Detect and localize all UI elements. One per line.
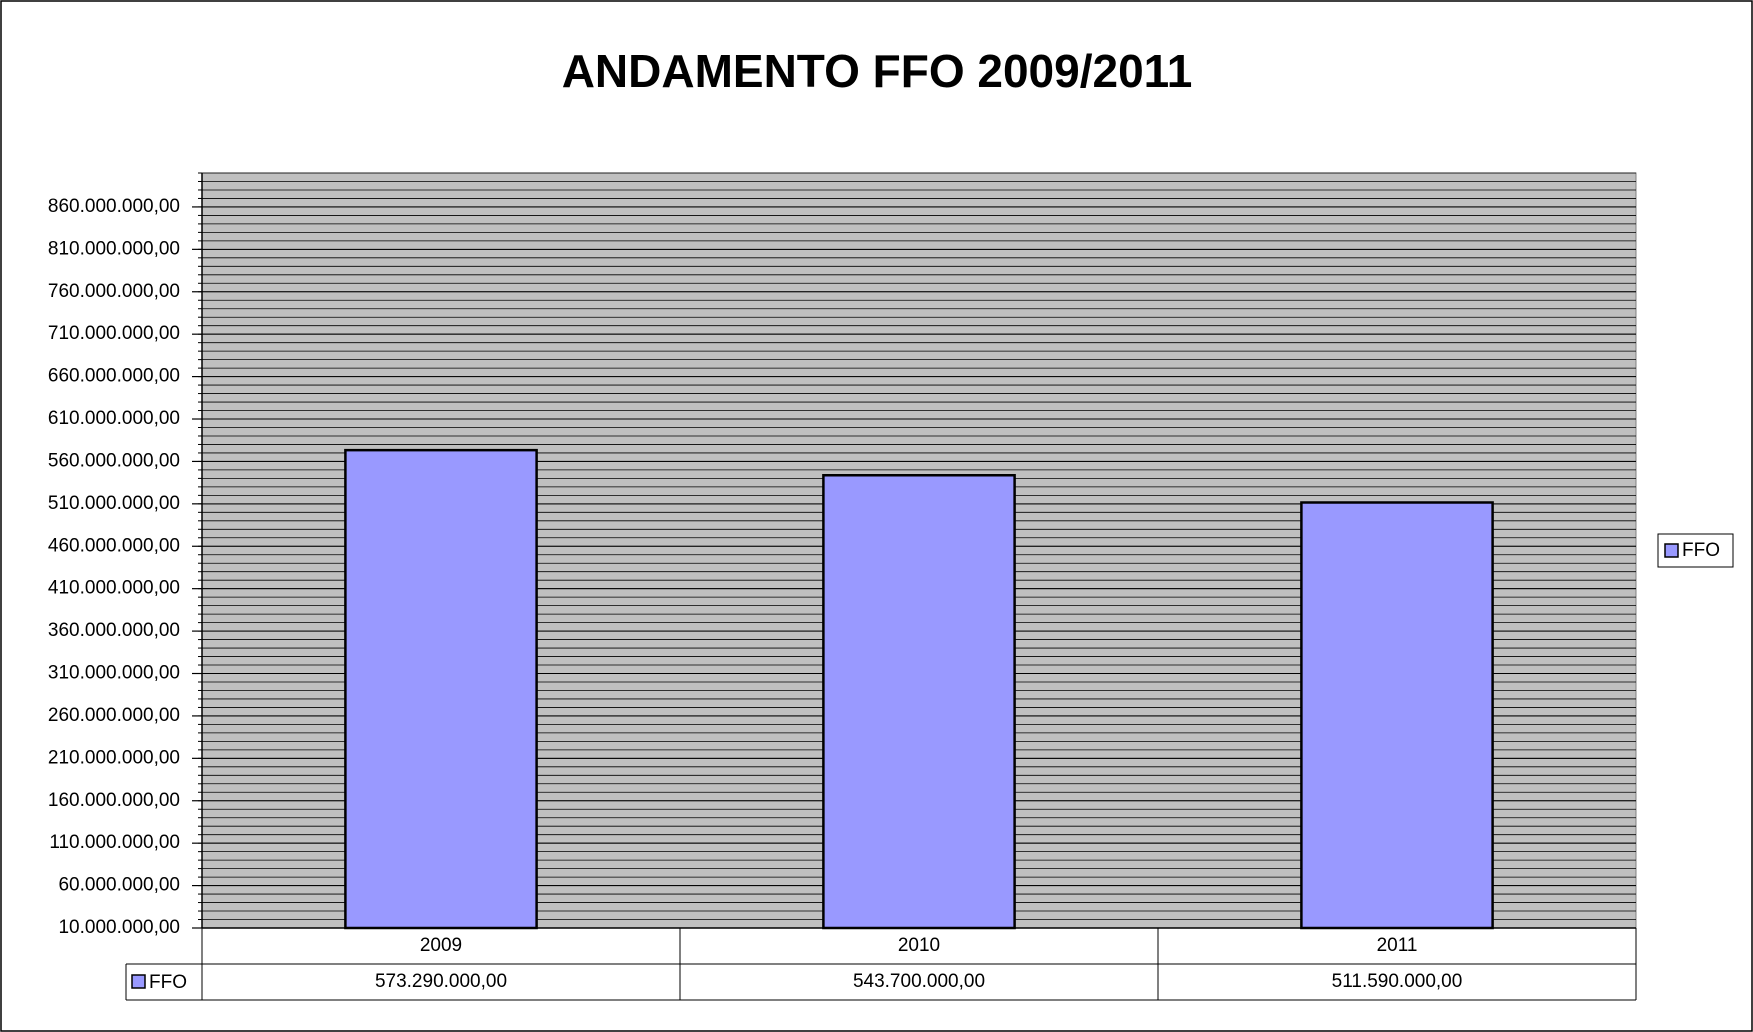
y-tick-label: 60.000.000,00 — [58, 875, 180, 896]
y-tick-label: 10.000.000,00 — [58, 917, 180, 938]
y-tick-label: 360.000.000,00 — [48, 620, 180, 641]
y-tick-label: 560.000.000,00 — [48, 450, 180, 471]
x-tick-label: 2011 — [1377, 935, 1418, 956]
table-legend-key — [131, 974, 146, 989]
x-tick-label: 2010 — [898, 935, 940, 956]
table-value: 543.700.000,00 — [853, 971, 985, 992]
y-tick-label: 460.000.000,00 — [48, 535, 180, 556]
y-tick-label: 860.000.000,00 — [48, 196, 180, 217]
table-series-name: FFO — [149, 972, 187, 993]
y-tick-label: 260.000.000,00 — [48, 705, 180, 726]
y-tick-label: 160.000.000,00 — [48, 790, 180, 811]
y-tick-label: 660.000.000,00 — [48, 366, 180, 387]
legend-label: FFO — [1682, 540, 1720, 561]
y-tick-label: 510.000.000,00 — [48, 493, 180, 514]
legend-key — [1664, 543, 1679, 558]
bar — [1300, 501, 1494, 930]
y-tick-label: 210.000.000,00 — [48, 747, 180, 768]
y-tick-label: 310.000.000,00 — [48, 663, 180, 684]
y-tick-label: 610.000.000,00 — [48, 408, 180, 429]
x-tick-label: 2009 — [420, 935, 462, 956]
y-tick-label: 410.000.000,00 — [48, 578, 180, 599]
table-value: 573.290.000,00 — [375, 971, 507, 992]
bar — [822, 474, 1016, 930]
y-tick-label: 710.000.000,00 — [48, 323, 180, 344]
table-value: 511.590.000,00 — [1332, 971, 1463, 992]
chart-title: ANDAMENTO FFO 2009/2011 — [562, 45, 1193, 97]
y-tick-label: 760.000.000,00 — [48, 281, 180, 302]
bar — [344, 448, 538, 930]
y-tick-label: 110.000.000,00 — [49, 832, 180, 853]
y-tick-label: 810.000.000,00 — [48, 238, 180, 259]
